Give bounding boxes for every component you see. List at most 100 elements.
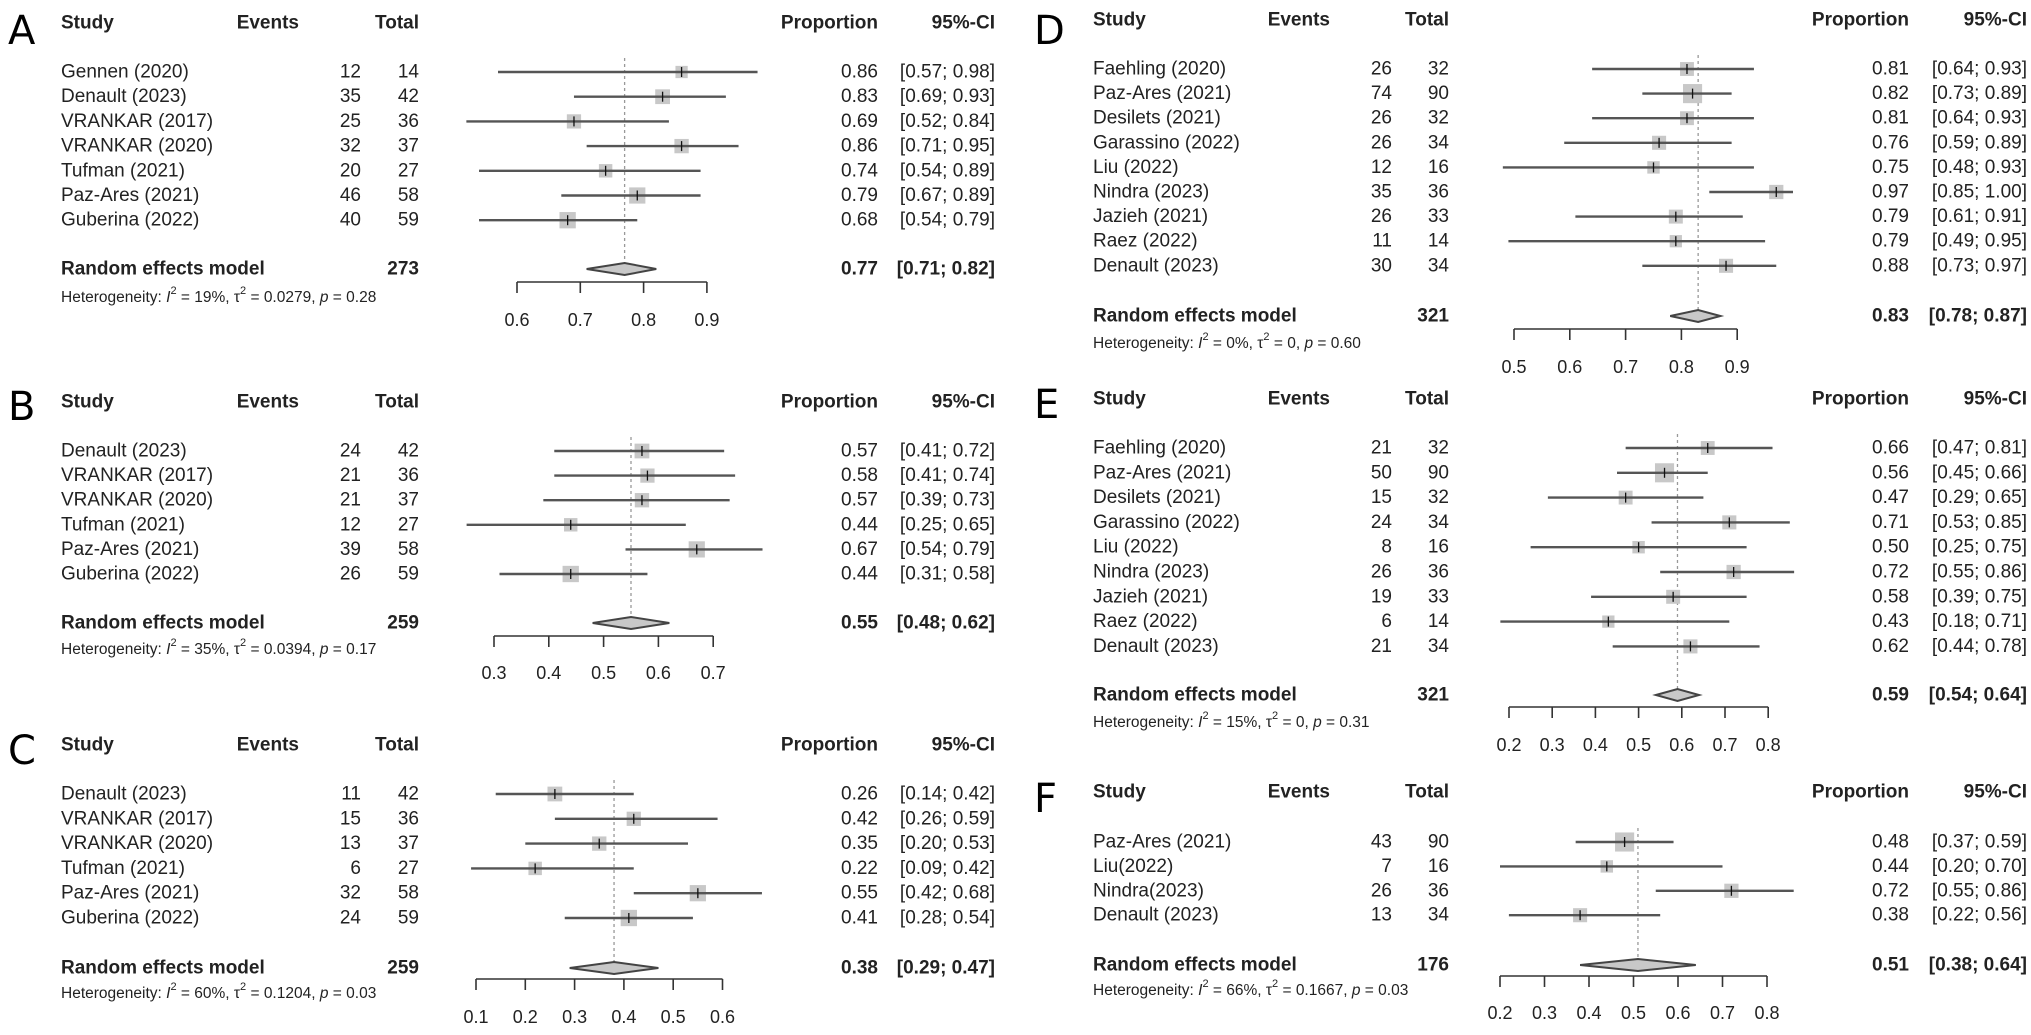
header-study: Study [61, 392, 114, 413]
proportion-value: 0.67 [841, 539, 878, 560]
heterogeneity-value: Heterogeneity: [61, 985, 162, 1002]
total-value: 16 [1428, 856, 1449, 877]
heterogeneity-text-part: I [1198, 714, 1203, 731]
x-tick-label: 0.6 [710, 1007, 735, 1027]
total-value: 14 [1428, 231, 1450, 252]
events-value: 35 [340, 86, 361, 107]
study-row: Paz-Ares (2021) 74 90 0.82 [0.73; 0.89] [1093, 83, 2027, 104]
study-name: Tufman (2021) [61, 514, 185, 535]
heterogeneity-value: 0.17 [346, 641, 376, 658]
study-name: Desilets (2021) [1093, 487, 1221, 508]
header-ci: 95%-CI [932, 392, 995, 413]
proportion-value: 0.47 [1872, 487, 1909, 508]
ci-value: [0.41; 0.72] [900, 441, 995, 462]
proportion-value: 0.44 [1872, 856, 1909, 877]
heterogeneity-text: Heterogeneity: I2 = 60%, τ2 = 0.1204, p … [61, 981, 376, 1002]
header-events: Events [1268, 389, 1330, 410]
heterogeneity-value: 66% [1226, 982, 1257, 999]
proportion-value: 0.72 [1872, 880, 1909, 901]
heterogeneity-value: Heterogeneity: [1093, 982, 1194, 999]
heterogeneity-text-part: = [328, 985, 346, 1002]
events-value: 11 [1372, 231, 1392, 252]
ci-value: [0.64; 0.93] [1932, 59, 2027, 80]
x-tick-label: 0.7 [1710, 1003, 1735, 1023]
ci-value: [0.25; 0.75] [1932, 537, 2027, 558]
total-value: 58 [398, 539, 419, 560]
study-row: Desilets (2021) 15 32 0.47 [0.29; 0.65] [1093, 487, 2027, 508]
proportion-value: 0.81 [1872, 108, 1909, 129]
study-row: Faehling (2020) 26 32 0.81 [0.64; 0.93] [1093, 59, 2027, 80]
proportion-value: 0.35 [841, 833, 878, 854]
x-tick-label: 0.2 [1487, 1003, 1512, 1023]
total-value: 37 [398, 833, 419, 854]
heterogeneity-text-part: I [166, 289, 171, 306]
proportion-value: 0.58 [841, 465, 878, 486]
ci-value: [0.55; 0.86] [1932, 880, 2027, 901]
heterogeneity-text-part: p [1312, 714, 1322, 731]
study-name: VRANKAR (2020) [61, 490, 213, 511]
proportion-value: 0.82 [1872, 83, 1909, 104]
summary-diamond [586, 261, 657, 277]
study-row: Faehling (2020) 21 32 0.66 [0.47; 0.81] [1093, 438, 2027, 459]
study-name: Denault (2023) [61, 86, 187, 107]
heterogeneity-text-part: p [319, 289, 329, 306]
total-value: 27 [398, 160, 419, 181]
x-tick-label: 0.4 [1583, 735, 1608, 755]
events-value: 26 [340, 564, 361, 585]
study-name: VRANKAR (2020) [61, 833, 213, 854]
header-events: Events [237, 13, 299, 34]
total-value: 36 [1428, 880, 1449, 901]
ci-value: [0.54; 0.79] [900, 539, 995, 560]
heterogeneity-text-part: = [1278, 982, 1296, 999]
total-value: 59 [398, 564, 419, 585]
proportion-value: 0.76 [1872, 132, 1909, 153]
events-value: 21 [1371, 636, 1392, 657]
total-value: 36 [398, 465, 419, 486]
study-name: Liu (2022) [1093, 157, 1179, 178]
heterogeneity-value: 60% [194, 985, 225, 1002]
study-row: Guberina (2022) 40 59 0.68 [0.54; 0.79] [61, 210, 995, 231]
ci-value: [0.61; 0.91] [1932, 206, 2027, 227]
ci-value: [0.67; 0.89] [900, 185, 995, 206]
heterogeneity-text-part: = [328, 289, 346, 306]
ci-value: [0.48; 0.93] [1932, 157, 2027, 178]
proportion-value: 0.57 [841, 490, 878, 511]
ci-value: [0.39; 0.75] [1932, 586, 2027, 607]
ci-value: [0.37; 0.59] [1932, 832, 2027, 853]
random-effects-label: Random effects model [1093, 306, 1297, 327]
study-name: Garassino (2022) [1093, 132, 1240, 153]
total-value: 42 [398, 86, 419, 107]
random-effects-ci: [0.29; 0.47] [897, 958, 995, 979]
study-name: VRANKAR (2017) [61, 111, 213, 132]
ci-value: [0.69; 0.93] [900, 86, 995, 107]
heterogeneity-value: Heterogeneity: [1093, 335, 1194, 352]
x-tick-label: 0.3 [481, 663, 506, 683]
random-effects-proportion: 0.83 [1872, 306, 1909, 327]
total-value: 32 [1428, 438, 1449, 459]
study-row: Paz-Ares (2021) 50 90 0.56 [0.45; 0.66] [1093, 462, 2027, 483]
study-row: VRANKAR (2020) 21 37 0.57 [0.39; 0.73] [61, 490, 995, 511]
heterogeneity-text-part: 2 [1272, 978, 1278, 990]
x-tick-label: 0.5 [1621, 1003, 1646, 1023]
summary-diamond [1652, 687, 1703, 703]
header-study: Study [61, 735, 114, 756]
total-value: 32 [1428, 59, 1449, 80]
x-tick-label: 0.8 [1756, 735, 1781, 755]
x-tick-label: 0.2 [513, 1007, 538, 1027]
header-total: Total [375, 392, 419, 413]
proportion-value: 0.86 [841, 136, 878, 157]
x-tick-label: 0.7 [1712, 735, 1737, 755]
study-row: Denault (2023) 21 34 0.62 [0.44; 0.78] [1093, 636, 2027, 657]
total-value: 58 [398, 883, 419, 904]
heterogeneity-value: 0.0394 [264, 641, 312, 658]
events-value: 12 [340, 62, 361, 83]
study-name: Nindra(2023) [1093, 880, 1204, 901]
proportion-value: 0.57 [841, 441, 878, 462]
proportion-value: 0.79 [1872, 231, 1909, 252]
forest-panel-a: A Study Events Total Proportion 95%-CI Gennen … [8, 8, 995, 330]
ci-value: [0.22; 0.56] [1932, 905, 2027, 926]
proportion-value: 0.86 [841, 62, 878, 83]
total-value: 90 [1428, 83, 1449, 104]
proportion-value: 0.38 [1872, 905, 1909, 926]
heterogeneity-text-part: , τ [1249, 335, 1264, 352]
